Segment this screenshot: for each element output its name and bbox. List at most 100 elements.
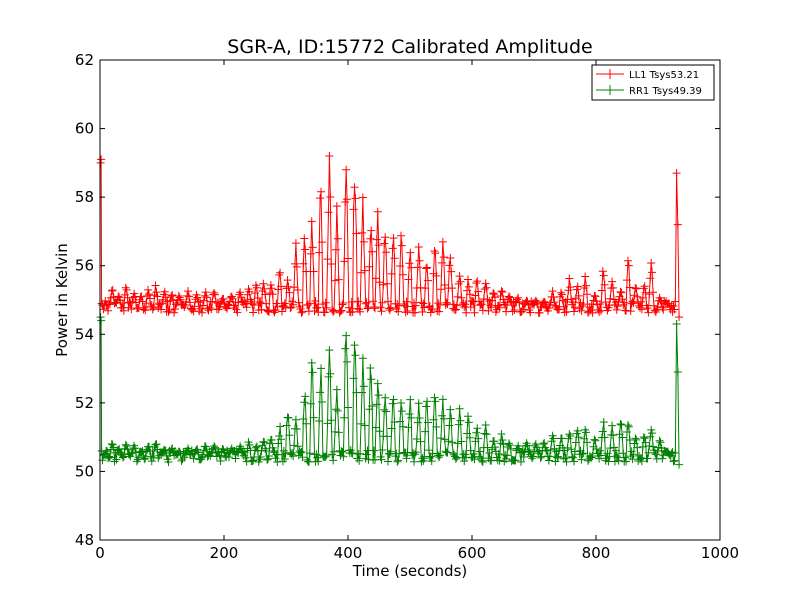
data-point-marker: [672, 320, 681, 328]
data-point-marker: [302, 419, 311, 428]
data-point-marker: [636, 455, 645, 464]
data-point-marker: [315, 417, 324, 426]
data-point-marker: [394, 307, 403, 316]
data-point-marker: [282, 284, 291, 293]
data-point-marker: [646, 274, 655, 283]
data-point-marker: [259, 279, 268, 288]
data-point-marker: [307, 358, 316, 367]
data-point-marker: [648, 429, 657, 438]
data-point-marker: [653, 302, 662, 311]
data-point-marker: [230, 304, 239, 313]
data-point-marker: [104, 452, 113, 461]
data-point-marker: [397, 398, 406, 407]
data-point-marker: [193, 293, 202, 302]
data-point-marker: [296, 448, 305, 457]
data-point-marker: [371, 423, 380, 432]
data-point-marker: [167, 292, 176, 301]
ticks-layer: 0 200 400 600 800 1000 48 50 52 54 56 58 60 62: [75, 51, 739, 562]
data-point-marker: [97, 316, 106, 325]
data-point-marker: [421, 284, 430, 293]
data-point-marker: [673, 368, 682, 376]
data-point-marker: [138, 297, 147, 306]
data-point-marker: [612, 452, 621, 461]
data-point-marker: [571, 438, 580, 447]
data-point-marker: [616, 287, 625, 296]
data-point-marker: [322, 303, 331, 312]
data-point-marker: [137, 292, 146, 301]
data-point-marker: [465, 433, 474, 442]
data-point-marker: [599, 417, 608, 426]
data-point-marker: [331, 245, 340, 254]
data-point-marker: [182, 297, 191, 306]
data-point-marker: [329, 307, 338, 316]
data-point-marker: [274, 439, 283, 448]
data-point-marker: [357, 228, 366, 237]
data-point-marker: [326, 192, 335, 201]
data-point-marker: [626, 307, 635, 316]
data-point-marker: [520, 447, 529, 456]
data-point-marker: [669, 302, 678, 311]
data-point-marker: [102, 446, 111, 455]
data-point-marker: [260, 284, 269, 293]
data-point-marker: [260, 438, 269, 447]
data-point-marker: [530, 441, 539, 450]
data-point-marker: [430, 393, 439, 402]
data-point-marker: [445, 261, 454, 270]
y-axis-title: Power in Kelvin: [53, 243, 71, 357]
data-point-marker: [344, 403, 352, 412]
data-point-marker: [508, 307, 517, 316]
data-point-marker: [211, 290, 220, 299]
data-point-marker: [151, 440, 160, 449]
data-point-marker: [472, 428, 481, 437]
data-point-marker: [293, 285, 302, 294]
data-point-marker: [156, 300, 165, 309]
data-point-marker: [321, 298, 330, 307]
data-point-marker: [349, 205, 358, 214]
data-point-marker: [121, 440, 130, 449]
data-point-marker: [419, 456, 428, 465]
data-point-marker: [334, 428, 343, 437]
data-point-marker: [505, 441, 514, 450]
data-point-marker: [128, 297, 137, 306]
data-point-marker: [312, 450, 321, 459]
data-point-marker: [434, 299, 443, 308]
data-point-marker: [641, 438, 650, 447]
data-point-marker: [591, 436, 600, 445]
data-point-marker: [147, 457, 156, 466]
legend-label-rr1: RR1 Tsys49.39: [629, 86, 702, 97]
data-point-marker: [152, 440, 161, 449]
data-point-marker: [165, 305, 174, 314]
data-point-marker: [464, 282, 473, 291]
data-point-marker: [299, 415, 308, 424]
data-point-marker: [635, 451, 644, 460]
chart-title: SGR-A, ID:15772 Calibrated Amplitude: [227, 36, 592, 58]
data-point-marker: [314, 457, 323, 466]
data-point-marker: [466, 303, 475, 312]
data-point-marker: [394, 456, 403, 465]
data-point-marker: [670, 456, 679, 465]
data-point-marker: [216, 456, 225, 465]
data-point-marker: [431, 397, 440, 406]
data-point-marker: [128, 449, 137, 458]
data-point-marker: [609, 283, 618, 292]
data-point-marker: [671, 297, 680, 306]
data-point-marker: [107, 286, 116, 295]
data-point-marker: [366, 234, 375, 243]
data-point-marker: [360, 421, 369, 430]
data-point-marker: [324, 208, 333, 217]
data-point-marker: [573, 282, 582, 291]
data-point-marker: [257, 305, 266, 314]
data-point-marker: [330, 447, 339, 456]
data-point-marker: [555, 305, 564, 314]
data-point-marker: [435, 453, 444, 462]
data-point-marker: [393, 457, 402, 466]
data-point-marker: [453, 292, 462, 301]
data-point-marker: [600, 280, 609, 289]
data-point-marker: [201, 288, 210, 297]
data-point-marker: [270, 448, 279, 457]
data-point-marker: [410, 308, 419, 317]
data-point-marker: [414, 399, 423, 408]
data-point-marker: [533, 447, 542, 456]
data-point-marker: [140, 455, 149, 464]
data-point-marker: [342, 165, 351, 174]
